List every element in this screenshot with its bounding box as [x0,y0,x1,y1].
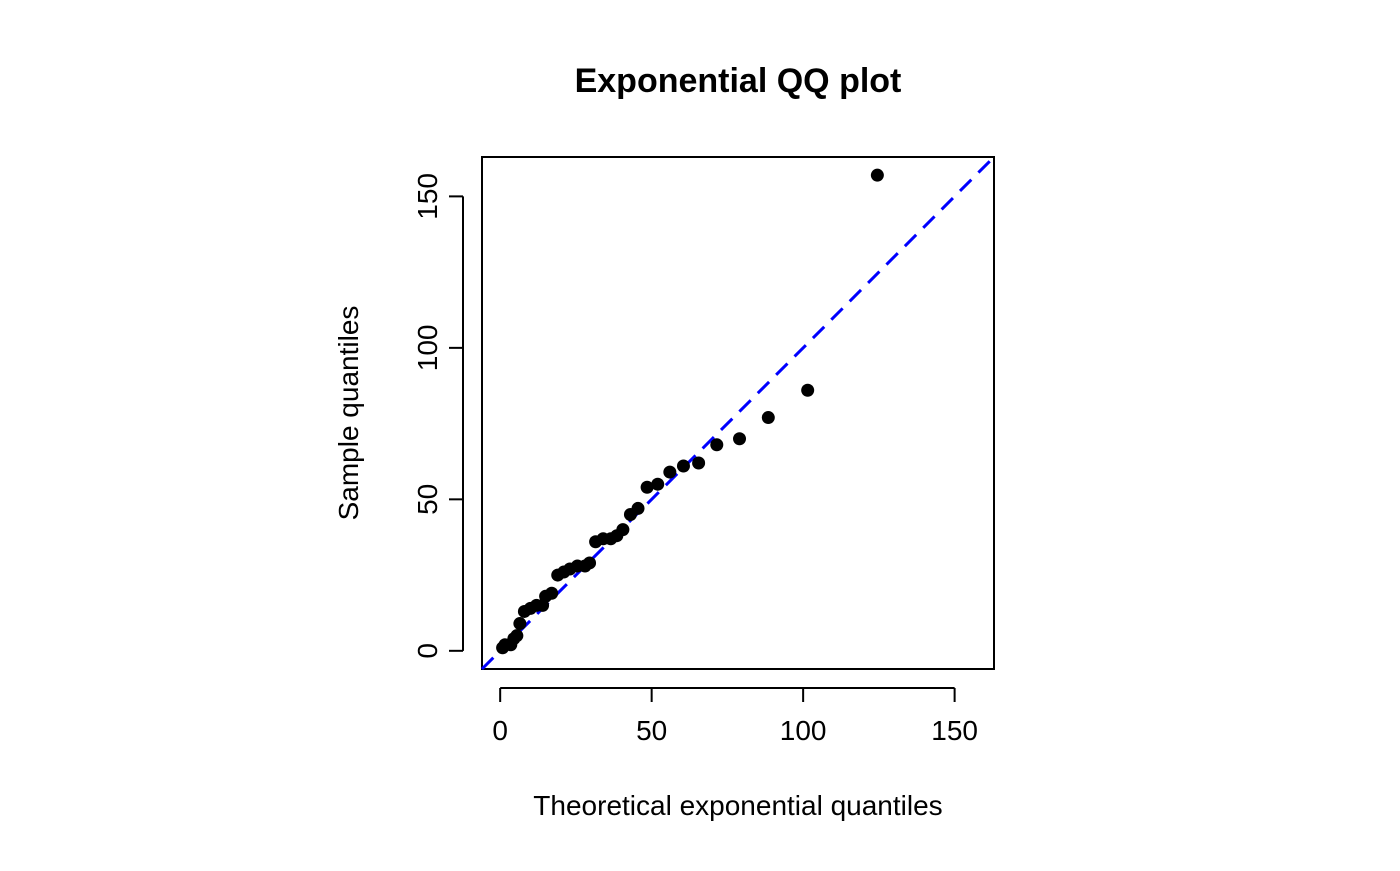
data-point [710,438,724,452]
data-point [801,383,815,397]
data-point [870,168,884,182]
data-point [510,629,524,643]
data-points [496,168,884,655]
y-axis: 0 50 100 150 [412,173,464,659]
data-point [513,617,527,631]
data-point [651,477,665,491]
chart-title: Exponential QQ plot [575,62,902,100]
data-point [733,432,747,446]
data-point [692,456,706,470]
data-point [631,501,645,515]
x-tick-label: 150 [931,715,978,746]
data-point [583,556,597,570]
data-point [663,465,677,479]
data-point [640,480,654,494]
x-tick-label: 50 [636,715,667,746]
reference-line-group [480,155,996,671]
data-point [545,586,559,600]
x-tick-label: 100 [780,715,827,746]
x-tick-label: 0 [492,715,508,746]
data-point [761,411,775,425]
y-tick-label: 50 [412,484,443,515]
plot-frame [481,156,995,670]
y-tick-label: 0 [412,643,443,659]
reference-line [480,155,996,671]
x-axis-label: Theoretical exponential quantiles [533,790,942,821]
y-tick-label: 100 [412,325,443,372]
y-tick-label: 150 [412,173,443,220]
data-point [616,523,630,537]
data-point [676,459,690,473]
x-axis: 0 50 100 150 [492,687,978,746]
y-axis-label: Sample quantiles [333,306,364,521]
